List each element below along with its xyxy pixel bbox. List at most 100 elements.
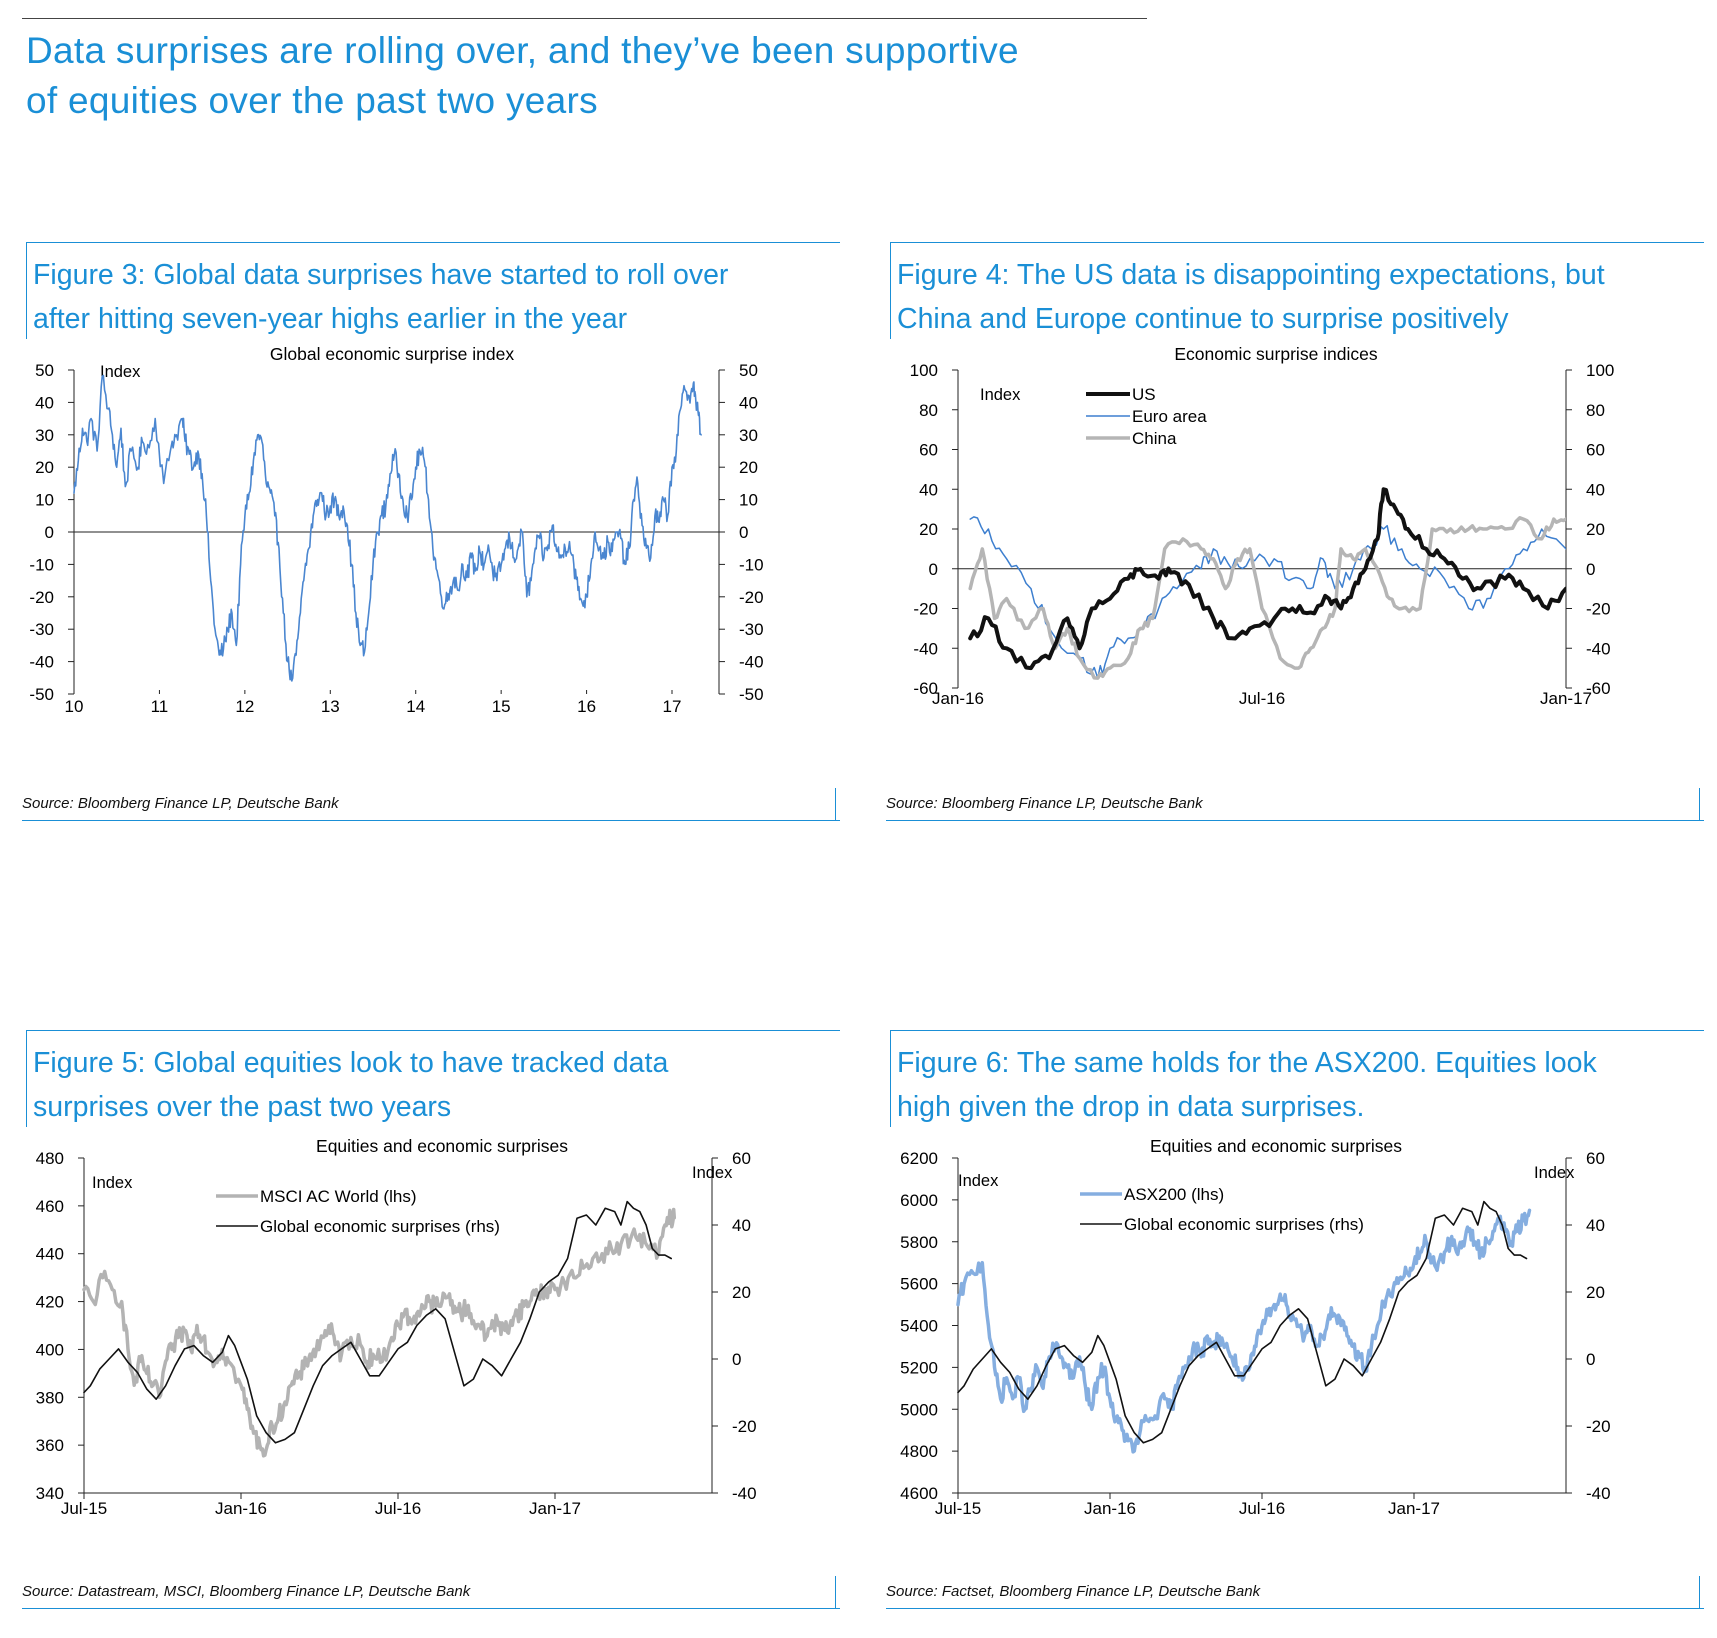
figure-3-bracket — [835, 788, 836, 820]
right-tick-label: 0 — [1586, 1350, 1595, 1369]
left-tick-label: 6000 — [900, 1191, 938, 1210]
figure-3-panel: Figure 3: Global data surprises have sta… — [22, 242, 840, 847]
legend-label-asx200-lhs: ASX200 (lhs) — [1124, 1185, 1224, 1204]
series-line-global-economic-surprise-index — [73, 374, 702, 682]
x-tick-label: 11 — [151, 697, 169, 716]
left-tick-label: -60 — [913, 679, 938, 698]
left-tick-label: 420 — [36, 1293, 64, 1312]
right-tick-label: -10 — [739, 555, 764, 574]
legend-label-china: China — [1132, 429, 1177, 448]
figure-6-title-line-2: high given the drop in data surprises. — [897, 1091, 1365, 1123]
x-tick-label: Jul-15 — [935, 1499, 981, 1518]
right-tick-label: 40 — [1586, 480, 1605, 499]
series-line-asx200-lhs — [956, 1208, 1532, 1454]
figure-5-title-line-2: surprises over the past two years — [33, 1091, 452, 1123]
figure-5-title: Figure 5: Global equities look to have t… — [26, 1030, 840, 1127]
left-tick-label: 400 — [36, 1340, 64, 1359]
left-tick-label: 4600 — [900, 1484, 938, 1503]
figure-3-title-line-2: after hitting seven-year highs earlier i… — [33, 303, 628, 335]
figure-6-title: Figure 6: The same holds for the ASX200.… — [890, 1030, 1704, 1127]
left-tick-label: 480 — [36, 1149, 64, 1168]
right-tick-label: 30 — [739, 426, 758, 445]
right-tick-label: -20 — [1586, 600, 1611, 619]
right-unit-label: Index — [692, 1164, 733, 1182]
right-tick-label: 10 — [739, 491, 758, 510]
right-tick-label: 60 — [1586, 441, 1605, 460]
right-tick-label: -20 — [739, 588, 764, 607]
left-tick-label: 0 — [45, 523, 54, 542]
chart-title: Equities and economic surprises — [1150, 1136, 1402, 1156]
right-tick-label: 50 — [739, 361, 758, 380]
right-tick-label: 20 — [1586, 1283, 1605, 1302]
headline-line-1: Data surprises are rolling over, and the… — [26, 30, 1019, 71]
right-tick-label: 40 — [732, 1216, 751, 1235]
x-tick-label: Jan-16 — [215, 1499, 267, 1518]
right-tick-label: -40 — [1586, 1484, 1611, 1503]
left-tick-label: -50 — [29, 685, 54, 704]
right-tick-label: -40 — [732, 1484, 757, 1503]
left-tick-label: -20 — [913, 600, 938, 619]
figure-6-chart: Equities and economic surprises 6200 6000 5… — [900, 1136, 1611, 1518]
x-tick-label: Jan-17 — [1540, 689, 1592, 708]
figure-3-bottom-rule — [22, 820, 840, 821]
left-tick-label: 5800 — [900, 1233, 938, 1252]
x-tick-label: Jul-16 — [1239, 1499, 1285, 1518]
series-line-global-economic-surprises-rhs — [957, 1200, 1528, 1444]
left-tick-label: 440 — [36, 1245, 64, 1264]
chart-3-root: Global economic surprise index 50 40 30 20 10… — [29, 344, 763, 716]
right-tick-label: -60 — [1586, 679, 1611, 698]
left-tick-label: 100 — [910, 361, 938, 380]
x-tick-label: Jan-17 — [1388, 1499, 1440, 1518]
figure-6-bracket — [1699, 1576, 1700, 1608]
right-tick-label: 0 — [739, 523, 748, 542]
left-tick-label: 380 — [36, 1388, 64, 1407]
right-tick-label: -40 — [739, 653, 764, 672]
figure-3-chart: Global economic surprise index 50 40 30 20 10… — [29, 344, 763, 716]
left-unit-label: Index — [92, 1174, 133, 1192]
left-tick-label: 5400 — [900, 1317, 938, 1336]
x-tick-label: 15 — [492, 697, 511, 716]
left-tick-label: 4800 — [900, 1442, 938, 1461]
figure-6-source: Source: Factset, Bloomberg Finance LP, D… — [886, 1583, 1261, 1600]
left-tick-label: 5000 — [900, 1400, 938, 1419]
x-tick-label: Jul-16 — [1239, 689, 1285, 708]
left-unit-label: Index — [958, 1172, 999, 1190]
left-tick-label: 460 — [36, 1197, 64, 1216]
figure-5-title-line-1: Figure 5: Global equities look to have t… — [33, 1047, 669, 1079]
series-line-china — [968, 516, 1566, 680]
x-tick-label: 16 — [577, 697, 596, 716]
figure-3-title-line-1: Figure 3: Global data surprises have sta… — [33, 259, 729, 291]
figure-4-bottom-rule — [886, 820, 1704, 821]
figure-6-panel: Figure 6: The same holds for the ASX200.… — [886, 1030, 1704, 1635]
left-tick-label: 5600 — [900, 1275, 938, 1294]
left-tick-label: 340 — [36, 1484, 64, 1503]
right-tick-label: 40 — [739, 393, 758, 412]
figure-3-source: Source: Bloomberg Finance LP, Deutsche B… — [22, 795, 339, 812]
chart-4-root: Economic surprise indices 100 80 60 40 20 0 -20… — [910, 344, 1615, 708]
left-unit-label: Index — [100, 363, 141, 381]
right-tick-label: 20 — [739, 458, 758, 477]
right-tick-label: 0 — [732, 1350, 741, 1369]
x-tick-label: 10 — [65, 697, 84, 716]
left-tick-label: 0 — [929, 560, 938, 579]
figure-4-title-line-2: China and Europe continue to surprise po… — [897, 303, 1509, 335]
left-tick-label: 50 — [35, 361, 54, 380]
x-tick-label: Jul-16 — [375, 1499, 421, 1518]
figure-4-chart: Economic surprise indices 100 80 60 40 20 0 -20… — [910, 344, 1615, 708]
figure-4-panel: Figure 4: The US data is disappointing e… — [886, 242, 1704, 847]
figure-3-title: Figure 3: Global data surprises have sta… — [26, 242, 840, 339]
right-tick-label: 40 — [1586, 1216, 1605, 1235]
x-tick-label: Jan-16 — [1084, 1499, 1136, 1518]
figure-4-title: Figure 4: The US data is disappointing e… — [890, 242, 1704, 339]
right-tick-label: 60 — [732, 1149, 751, 1168]
right-unit-label: Index — [1534, 1164, 1575, 1182]
left-tick-label: 5200 — [900, 1358, 938, 1377]
left-tick-label: 20 — [919, 520, 938, 539]
left-tick-label: 30 — [35, 426, 54, 445]
legend-label-us: US — [1132, 385, 1156, 404]
headline-line-2: of equities over the past two years — [26, 80, 598, 121]
left-tick-label: 60 — [919, 441, 938, 460]
left-tick-label: -40 — [29, 653, 54, 672]
legend-label-msci-ac-world-lhs: MSCI AC World (lhs) — [260, 1187, 417, 1206]
left-tick-label: -40 — [913, 639, 938, 658]
